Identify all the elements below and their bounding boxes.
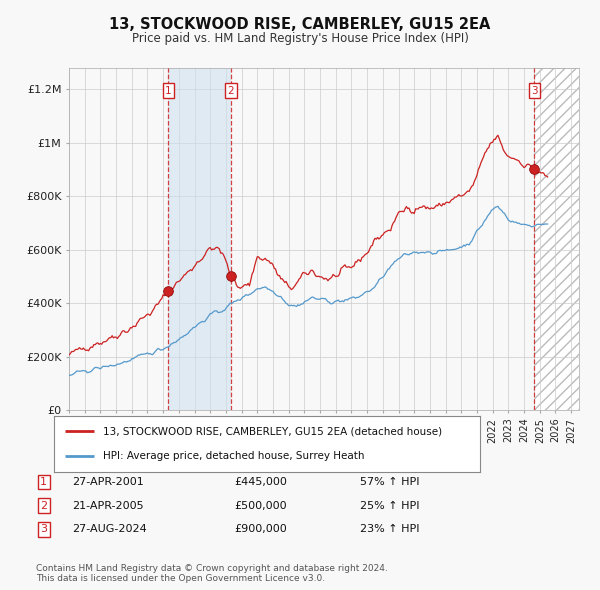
Bar — [535, 68, 579, 410]
Text: 21-APR-2005: 21-APR-2005 — [72, 501, 143, 510]
Text: £900,000: £900,000 — [234, 525, 287, 534]
Text: HPI: Average price, detached house, Surrey Heath: HPI: Average price, detached house, Surr… — [103, 451, 364, 461]
Text: 13, STOCKWOOD RISE, CAMBERLEY, GU15 2EA: 13, STOCKWOOD RISE, CAMBERLEY, GU15 2EA — [109, 17, 491, 31]
Text: Contains HM Land Registry data © Crown copyright and database right 2024.
This d: Contains HM Land Registry data © Crown c… — [36, 563, 388, 583]
Text: 1: 1 — [40, 477, 47, 487]
Text: £500,000: £500,000 — [234, 501, 287, 510]
Text: £445,000: £445,000 — [234, 477, 287, 487]
Text: 23% ↑ HPI: 23% ↑ HPI — [360, 525, 419, 534]
Bar — [168, 68, 231, 410]
Text: 57% ↑ HPI: 57% ↑ HPI — [360, 477, 419, 487]
Text: 27-AUG-2024: 27-AUG-2024 — [72, 525, 147, 534]
Text: 2: 2 — [227, 86, 234, 96]
Text: Price paid vs. HM Land Registry's House Price Index (HPI): Price paid vs. HM Land Registry's House … — [131, 32, 469, 45]
Text: 1: 1 — [165, 86, 172, 96]
Text: 13, STOCKWOOD RISE, CAMBERLEY, GU15 2EA (detached house): 13, STOCKWOOD RISE, CAMBERLEY, GU15 2EA … — [103, 426, 442, 436]
Text: 27-APR-2001: 27-APR-2001 — [72, 477, 144, 487]
Text: 2: 2 — [40, 501, 47, 510]
Text: 25% ↑ HPI: 25% ↑ HPI — [360, 501, 419, 510]
Text: 3: 3 — [40, 525, 47, 534]
Text: 3: 3 — [531, 86, 538, 96]
